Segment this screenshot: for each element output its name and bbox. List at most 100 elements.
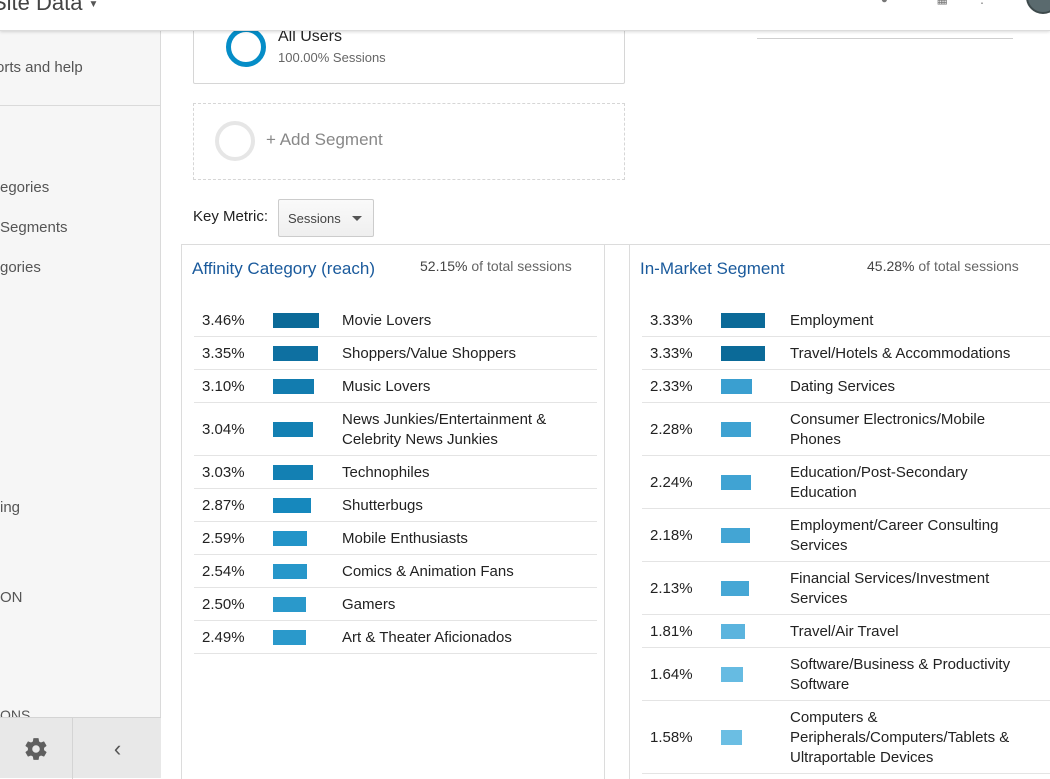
row-bar — [273, 379, 314, 394]
inmarket-total-pct: 45.28% — [867, 258, 915, 274]
segment-name: All Users — [278, 28, 343, 45]
table-row[interactable]: 3.35% Shoppers/Value Shoppers — [194, 337, 597, 370]
row-bar — [273, 597, 306, 612]
sidebar-item-reports-and-help[interactable]: orts and help — [0, 59, 83, 76]
table-row[interactable]: 1.58% Computers & Peripherals/Computers/T… — [642, 701, 1050, 774]
row-percent: 3.46% — [202, 312, 245, 329]
table-row[interactable]: 2.50% Gamers — [194, 588, 597, 621]
table-row[interactable]: 2.18% Employment/Career Consulting Servic… — [642, 509, 1050, 562]
help-icon[interactable]: ⋮ — [976, 0, 988, 6]
row-category[interactable]: Software/Business & Productivity Softwar… — [790, 656, 1011, 693]
row-category[interactable]: Movie Lovers — [342, 312, 432, 329]
affinity-total-text: of total sessions — [471, 258, 572, 274]
row-bar — [273, 313, 319, 328]
table-row[interactable]: 2.87% Shutterbugs — [194, 489, 597, 522]
row-bar — [721, 346, 765, 361]
table-row[interactable]: 3.04% News Junkies/Entertainment & Celebr… — [194, 403, 597, 456]
row-category[interactable]: Comics & Animation Fans — [342, 563, 514, 580]
sidebar-divider — [0, 105, 160, 106]
affinity-title[interactable]: Affinity Category (reach) — [192, 259, 375, 278]
row-percent: 2.33% — [650, 378, 693, 395]
row-category[interactable]: Technophiles — [342, 464, 430, 481]
row-category[interactable]: Education/Post-Secondary Education — [790, 464, 968, 501]
sidebar-item-categories[interactable]: egories — [0, 179, 50, 196]
row-percent: 2.13% — [650, 580, 693, 597]
row-category[interactable]: Dating Services — [790, 378, 896, 395]
table-row[interactable]: 2.49% Art & Theater Aficionados — [194, 621, 597, 654]
key-metric-value: Sessions — [288, 211, 341, 226]
sidebar: orts and help egories Segments gories - … — [0, 31, 161, 779]
table-row[interactable]: 3.03% Technophiles — [194, 456, 597, 489]
row-bar — [721, 528, 750, 543]
inmarket-title[interactable]: In-Market Segment — [640, 259, 785, 278]
row-bar — [273, 422, 313, 437]
row-category[interactable]: Shutterbugs — [342, 497, 423, 514]
caret-down-icon — [352, 216, 362, 221]
table-row[interactable]: 3.33% Travel/Hotels & Accommodations — [642, 337, 1050, 370]
row-bar — [273, 531, 307, 546]
table-row[interactable]: 3.10% Music Lovers — [194, 370, 597, 403]
table-row[interactable]: 3.46% Movie Lovers — [194, 304, 597, 337]
table-row[interactable]: 1.64% Software/Business & Productivity So… — [642, 648, 1050, 701]
row-category[interactable]: Consumer Electronics/Mobile Phones — [790, 411, 986, 448]
sidebar-section-on[interactable]: ON — [0, 589, 23, 606]
row-category[interactable]: Art & Theater Aficionados — [342, 629, 512, 646]
collapse-sidebar-icon[interactable]: ‹ — [113, 735, 122, 761]
row-bar — [721, 624, 745, 639]
sidebar-item-segments[interactable]: Segments — [0, 219, 68, 236]
table-row[interactable]: 2.54% Comics & Animation Fans — [194, 555, 597, 588]
table-row[interactable]: 2.59% Mobile Enthusiasts — [194, 522, 597, 555]
property-selector[interactable]: Site Data ▼ — [0, 0, 98, 16]
inmarket-rows: 3.33% Employment 3.33% Travel/Hotels & Acco… — [642, 304, 1050, 774]
row-category[interactable]: Mobile Enthusiasts — [342, 530, 468, 547]
table-row[interactable]: 2.28% Consumer Electronics/Mobile Phones — [642, 403, 1050, 456]
table-row[interactable]: 2.24% Education/Post-Secondary Education — [642, 456, 1050, 509]
property-title: Site Data — [0, 0, 83, 15]
row-percent: 1.64% — [650, 666, 693, 683]
row-category[interactable]: Music Lovers — [342, 378, 431, 395]
add-segment-button[interactable]: + Add Segment — [193, 103, 625, 180]
table-row[interactable]: 2.13% Financial Services/Investment Servi… — [642, 562, 1050, 615]
avatar[interactable] — [1026, 0, 1050, 14]
row-bar — [273, 465, 313, 480]
segment-sessions: 100.00% Sessions — [278, 50, 386, 65]
sidebar-footer: ‹ — [0, 717, 161, 779]
row-bar — [721, 313, 765, 328]
sidebar-item-other-categories[interactable]: gories — [0, 259, 41, 276]
row-percent: 3.03% — [202, 464, 245, 481]
row-bar — [721, 667, 743, 682]
row-category[interactable]: Shoppers/Value Shoppers — [342, 345, 517, 362]
row-bar — [273, 564, 307, 579]
row-percent: 2.59% — [202, 530, 245, 547]
table-row[interactable]: 2.33% Dating Services — [642, 370, 1050, 403]
table-row[interactable]: 3.33% Employment — [642, 304, 1050, 337]
row-category[interactable]: Travel/Hotels & Accommodations — [790, 345, 1011, 362]
row-percent: 2.18% — [650, 527, 693, 544]
row-bar — [721, 422, 751, 437]
row-percent: 2.24% — [650, 474, 693, 491]
row-category[interactable]: Financial Services/Investment Services — [790, 570, 990, 607]
row-bar — [721, 379, 752, 394]
row-category[interactable]: Employment — [790, 312, 874, 329]
inmarket-total: 45.28% of total sessions — [867, 258, 1019, 274]
row-category[interactable]: Employment/Career Consulting Services — [790, 517, 999, 554]
header-stub-line — [757, 31, 1013, 39]
sidebar-item-ing[interactable]: ing — [0, 499, 21, 516]
row-category[interactable]: News Junkies/Entertainment & Celebrity N… — [342, 411, 547, 448]
table-row[interactable]: 1.81% Travel/Air Travel — [642, 615, 1050, 648]
key-metric-select[interactable]: Sessions — [278, 199, 374, 237]
gear-icon[interactable] — [0, 718, 73, 779]
row-bar — [273, 630, 306, 645]
notifications-icon[interactable]: ● — [881, 0, 888, 6]
add-segment-label: + Add Segment — [266, 130, 383, 149]
row-category[interactable]: Gamers — [342, 596, 396, 613]
row-bar — [721, 475, 751, 490]
row-category[interactable]: Travel/Air Travel — [790, 623, 899, 640]
affinity-total: 52.15% of total sessions — [420, 258, 572, 274]
row-bar — [721, 730, 742, 745]
row-percent: 3.10% — [202, 378, 245, 395]
sidebar-section-ons[interactable]: ONS — [0, 707, 31, 717]
row-category[interactable]: Computers & Peripherals/Computers/Tablet… — [790, 709, 1010, 766]
affinity-rows: 3.46% Movie Lovers 3.35% Shoppers/Value Sho… — [194, 304, 597, 654]
apps-grid-icon[interactable]: ▦ — [937, 0, 948, 6]
